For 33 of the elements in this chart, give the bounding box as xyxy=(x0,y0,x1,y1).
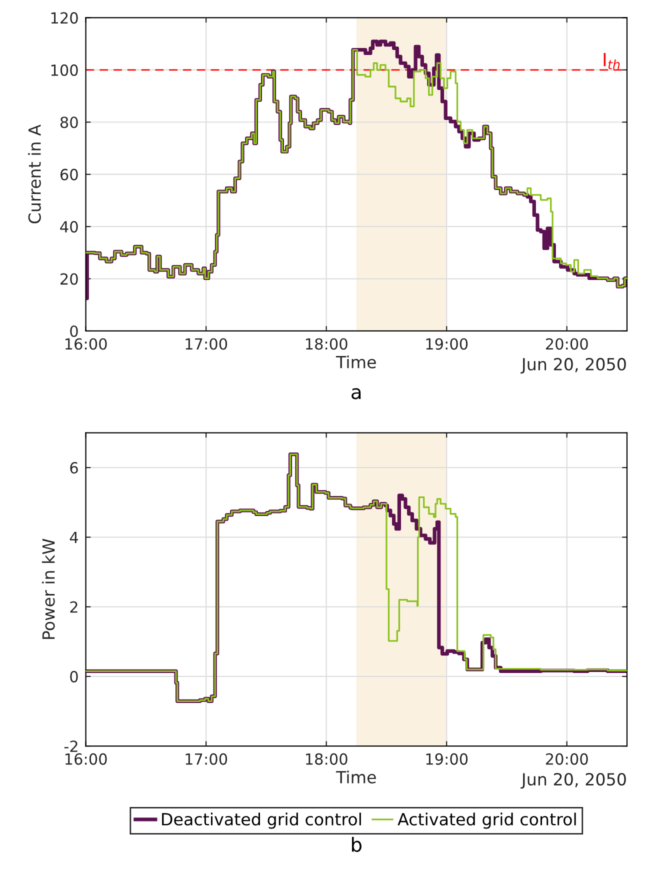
y-tick-label: -2 xyxy=(64,740,78,752)
y-tick-label: 0 xyxy=(70,670,78,682)
x-tick-label: 19:00 xyxy=(426,338,468,350)
y-tick-label: 20 xyxy=(60,273,78,285)
x-tick-label: 17:00 xyxy=(186,338,228,350)
x-tick-label: 18:00 xyxy=(306,753,348,765)
x-tick-label: 17:00 xyxy=(186,753,228,765)
x-tick-label: 20:00 xyxy=(546,338,588,350)
y-tick-label: 2 xyxy=(70,601,78,613)
text: b xyxy=(352,836,362,852)
text: a xyxy=(352,388,361,400)
y-axis-title: Power in kW xyxy=(42,538,55,639)
x-tick-label: 19:00 xyxy=(426,753,468,765)
x-tick-label: 20:00 xyxy=(546,753,588,765)
legend-label: Activated grid control xyxy=(398,812,576,829)
y-tick-label: 100 xyxy=(51,64,78,76)
y-tick-label: 40 xyxy=(60,221,78,233)
y-tick-label: 120 xyxy=(51,12,78,24)
x-axis-title: Time xyxy=(336,770,376,784)
x-tick-label: 16:00 xyxy=(65,753,107,765)
text: Jun 20, 2050 xyxy=(520,772,626,789)
y-tick-label: 6 xyxy=(70,462,78,474)
text: Jun 20, 2050 xyxy=(520,358,626,374)
y-tick-label: 80 xyxy=(60,116,78,128)
x-tick-label: 16:00 xyxy=(65,338,107,350)
x-tick-label: 18:00 xyxy=(306,338,348,350)
y-axis-title: Current in A xyxy=(28,124,41,224)
legend-label: Deactivated grid control xyxy=(162,812,361,829)
ref-line-label: I$_{th}$ xyxy=(604,52,620,70)
y-tick-label: 4 xyxy=(70,532,78,543)
y-tick-label: 60 xyxy=(60,168,78,180)
y-tick-label: 0 xyxy=(70,325,78,338)
x-axis-title: Time xyxy=(336,356,376,368)
